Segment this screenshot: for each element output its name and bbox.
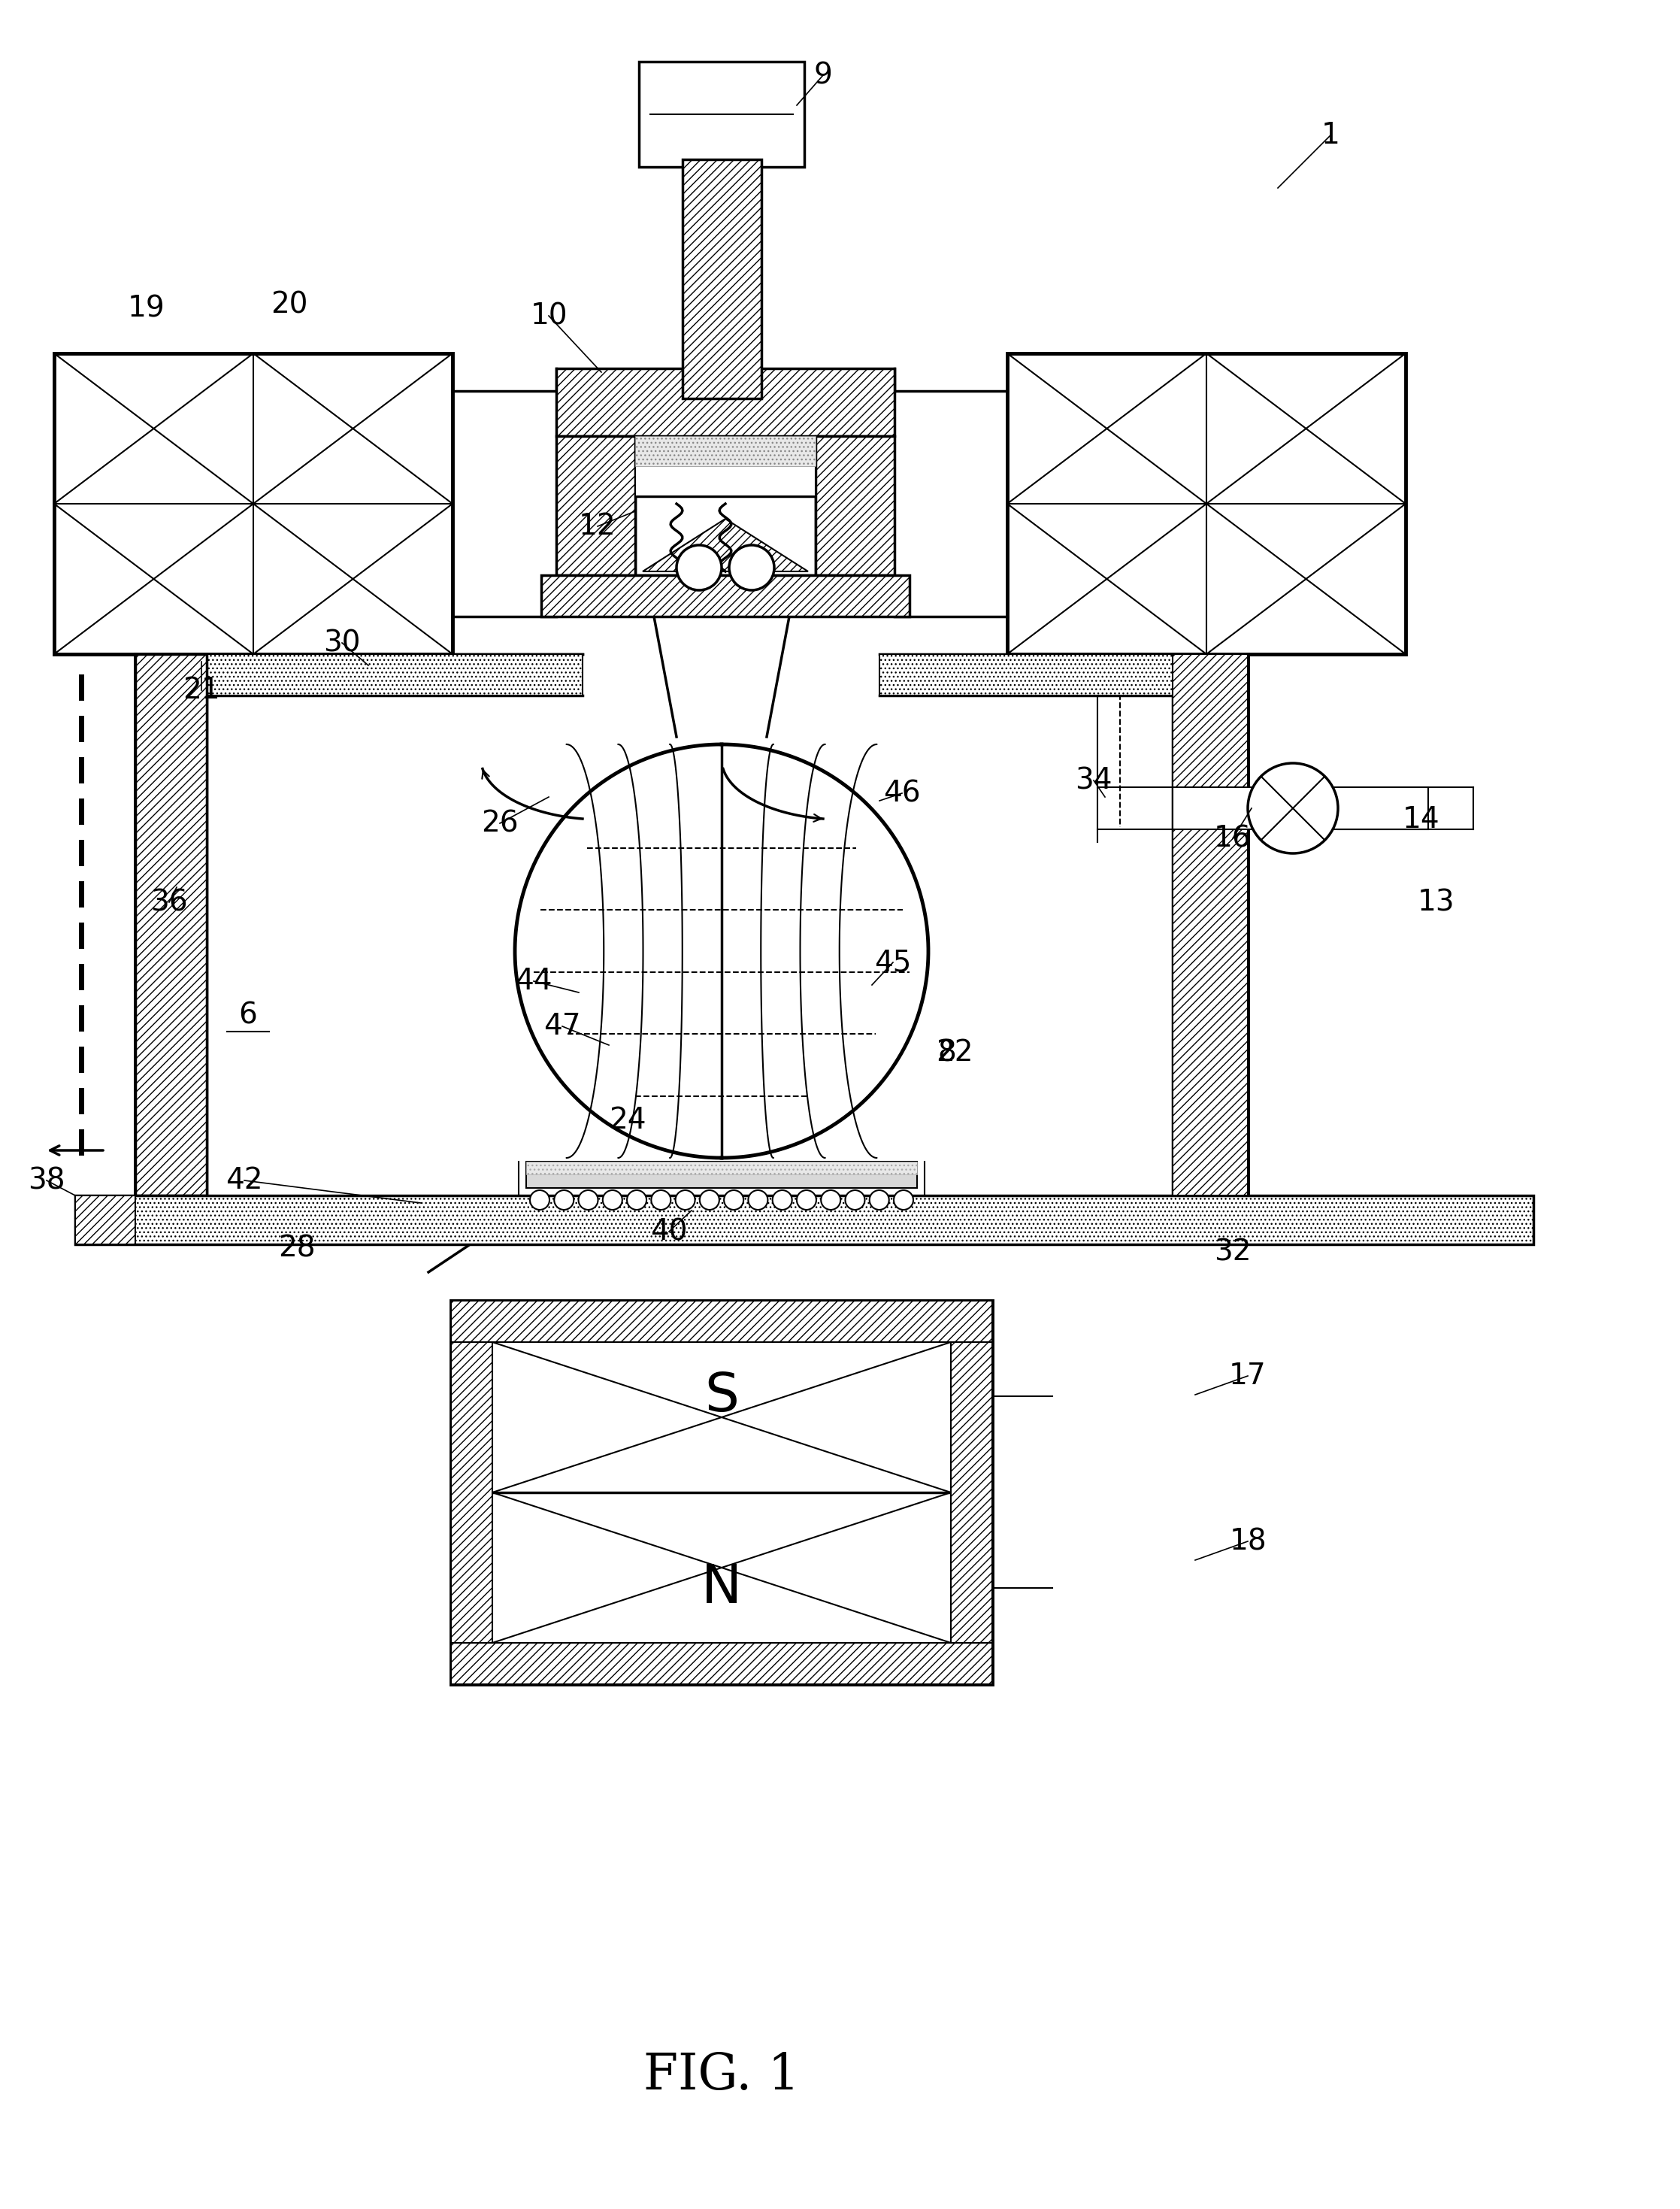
Bar — [450, 1343, 492, 1643]
Bar — [1173, 786, 1428, 828]
Bar — [526, 1162, 917, 1188]
Circle shape — [699, 1191, 719, 1211]
Text: 24: 24 — [610, 1107, 647, 1135]
Circle shape — [822, 1191, 840, 1211]
Bar — [450, 1301, 993, 1343]
Polygon shape — [643, 519, 808, 572]
Bar — [635, 435, 815, 497]
Text: 20: 20 — [270, 289, 307, 318]
Text: 44: 44 — [516, 968, 553, 996]
Text: 17: 17 — [1230, 1361, 1267, 1389]
Circle shape — [845, 1191, 865, 1211]
Circle shape — [870, 1191, 889, 1211]
Circle shape — [1248, 762, 1337, 853]
Circle shape — [652, 1191, 670, 1211]
Bar — [682, 159, 761, 398]
Text: 47: 47 — [544, 1012, 581, 1040]
Bar — [556, 435, 635, 574]
Circle shape — [675, 1191, 696, 1211]
Circle shape — [627, 1191, 647, 1211]
Text: 1: 1 — [1320, 121, 1341, 150]
Text: 18: 18 — [1230, 1526, 1267, 1555]
Bar — [450, 1643, 993, 1683]
Text: 38: 38 — [29, 1166, 66, 1195]
Bar — [879, 654, 1248, 696]
Text: 14: 14 — [1403, 806, 1440, 833]
Circle shape — [796, 1191, 816, 1211]
Text: 9: 9 — [813, 62, 832, 91]
Bar — [1173, 654, 1248, 1195]
Text: 46: 46 — [884, 780, 921, 808]
Text: 19: 19 — [128, 294, 165, 323]
Circle shape — [894, 1191, 914, 1211]
Bar — [815, 435, 894, 574]
Circle shape — [554, 1191, 575, 1211]
Circle shape — [729, 546, 774, 590]
Text: 28: 28 — [279, 1235, 316, 1261]
Text: 6: 6 — [239, 1001, 257, 1029]
Circle shape — [748, 1191, 768, 1211]
Text: 16: 16 — [1215, 824, 1252, 853]
Text: 30: 30 — [324, 630, 361, 656]
Text: 40: 40 — [650, 1217, 687, 1246]
Circle shape — [578, 1191, 598, 1211]
Text: 21: 21 — [183, 676, 220, 705]
Bar — [1008, 353, 1406, 654]
Bar — [526, 1162, 917, 1175]
Bar — [54, 353, 452, 654]
Text: S: S — [704, 1370, 739, 1423]
Text: 34: 34 — [1075, 767, 1112, 795]
Text: 32: 32 — [1215, 1237, 1252, 1266]
Text: 36: 36 — [151, 888, 188, 917]
Bar — [76, 1195, 1534, 1244]
Circle shape — [773, 1191, 791, 1211]
Text: 13: 13 — [1416, 888, 1455, 917]
Bar — [638, 62, 805, 168]
Bar — [450, 1301, 993, 1683]
Text: 12: 12 — [580, 512, 617, 541]
Text: 26: 26 — [480, 808, 519, 837]
Bar — [76, 1195, 136, 1244]
Bar — [635, 497, 815, 574]
Circle shape — [529, 1191, 549, 1211]
Bar — [635, 435, 815, 466]
Text: 10: 10 — [531, 300, 568, 329]
Circle shape — [603, 1191, 622, 1211]
Text: 42: 42 — [225, 1166, 262, 1195]
Circle shape — [724, 1191, 744, 1211]
Bar — [951, 1343, 993, 1643]
Text: FIG. 1: FIG. 1 — [643, 2050, 800, 2101]
Bar — [541, 574, 909, 616]
Text: 22: 22 — [936, 1038, 973, 1067]
Text: 8: 8 — [937, 1038, 956, 1067]
Text: 45: 45 — [874, 948, 912, 976]
Text: N: N — [701, 1562, 743, 1615]
Circle shape — [677, 546, 722, 590]
Bar — [136, 654, 207, 1195]
Bar — [556, 369, 894, 435]
Bar — [136, 654, 583, 696]
